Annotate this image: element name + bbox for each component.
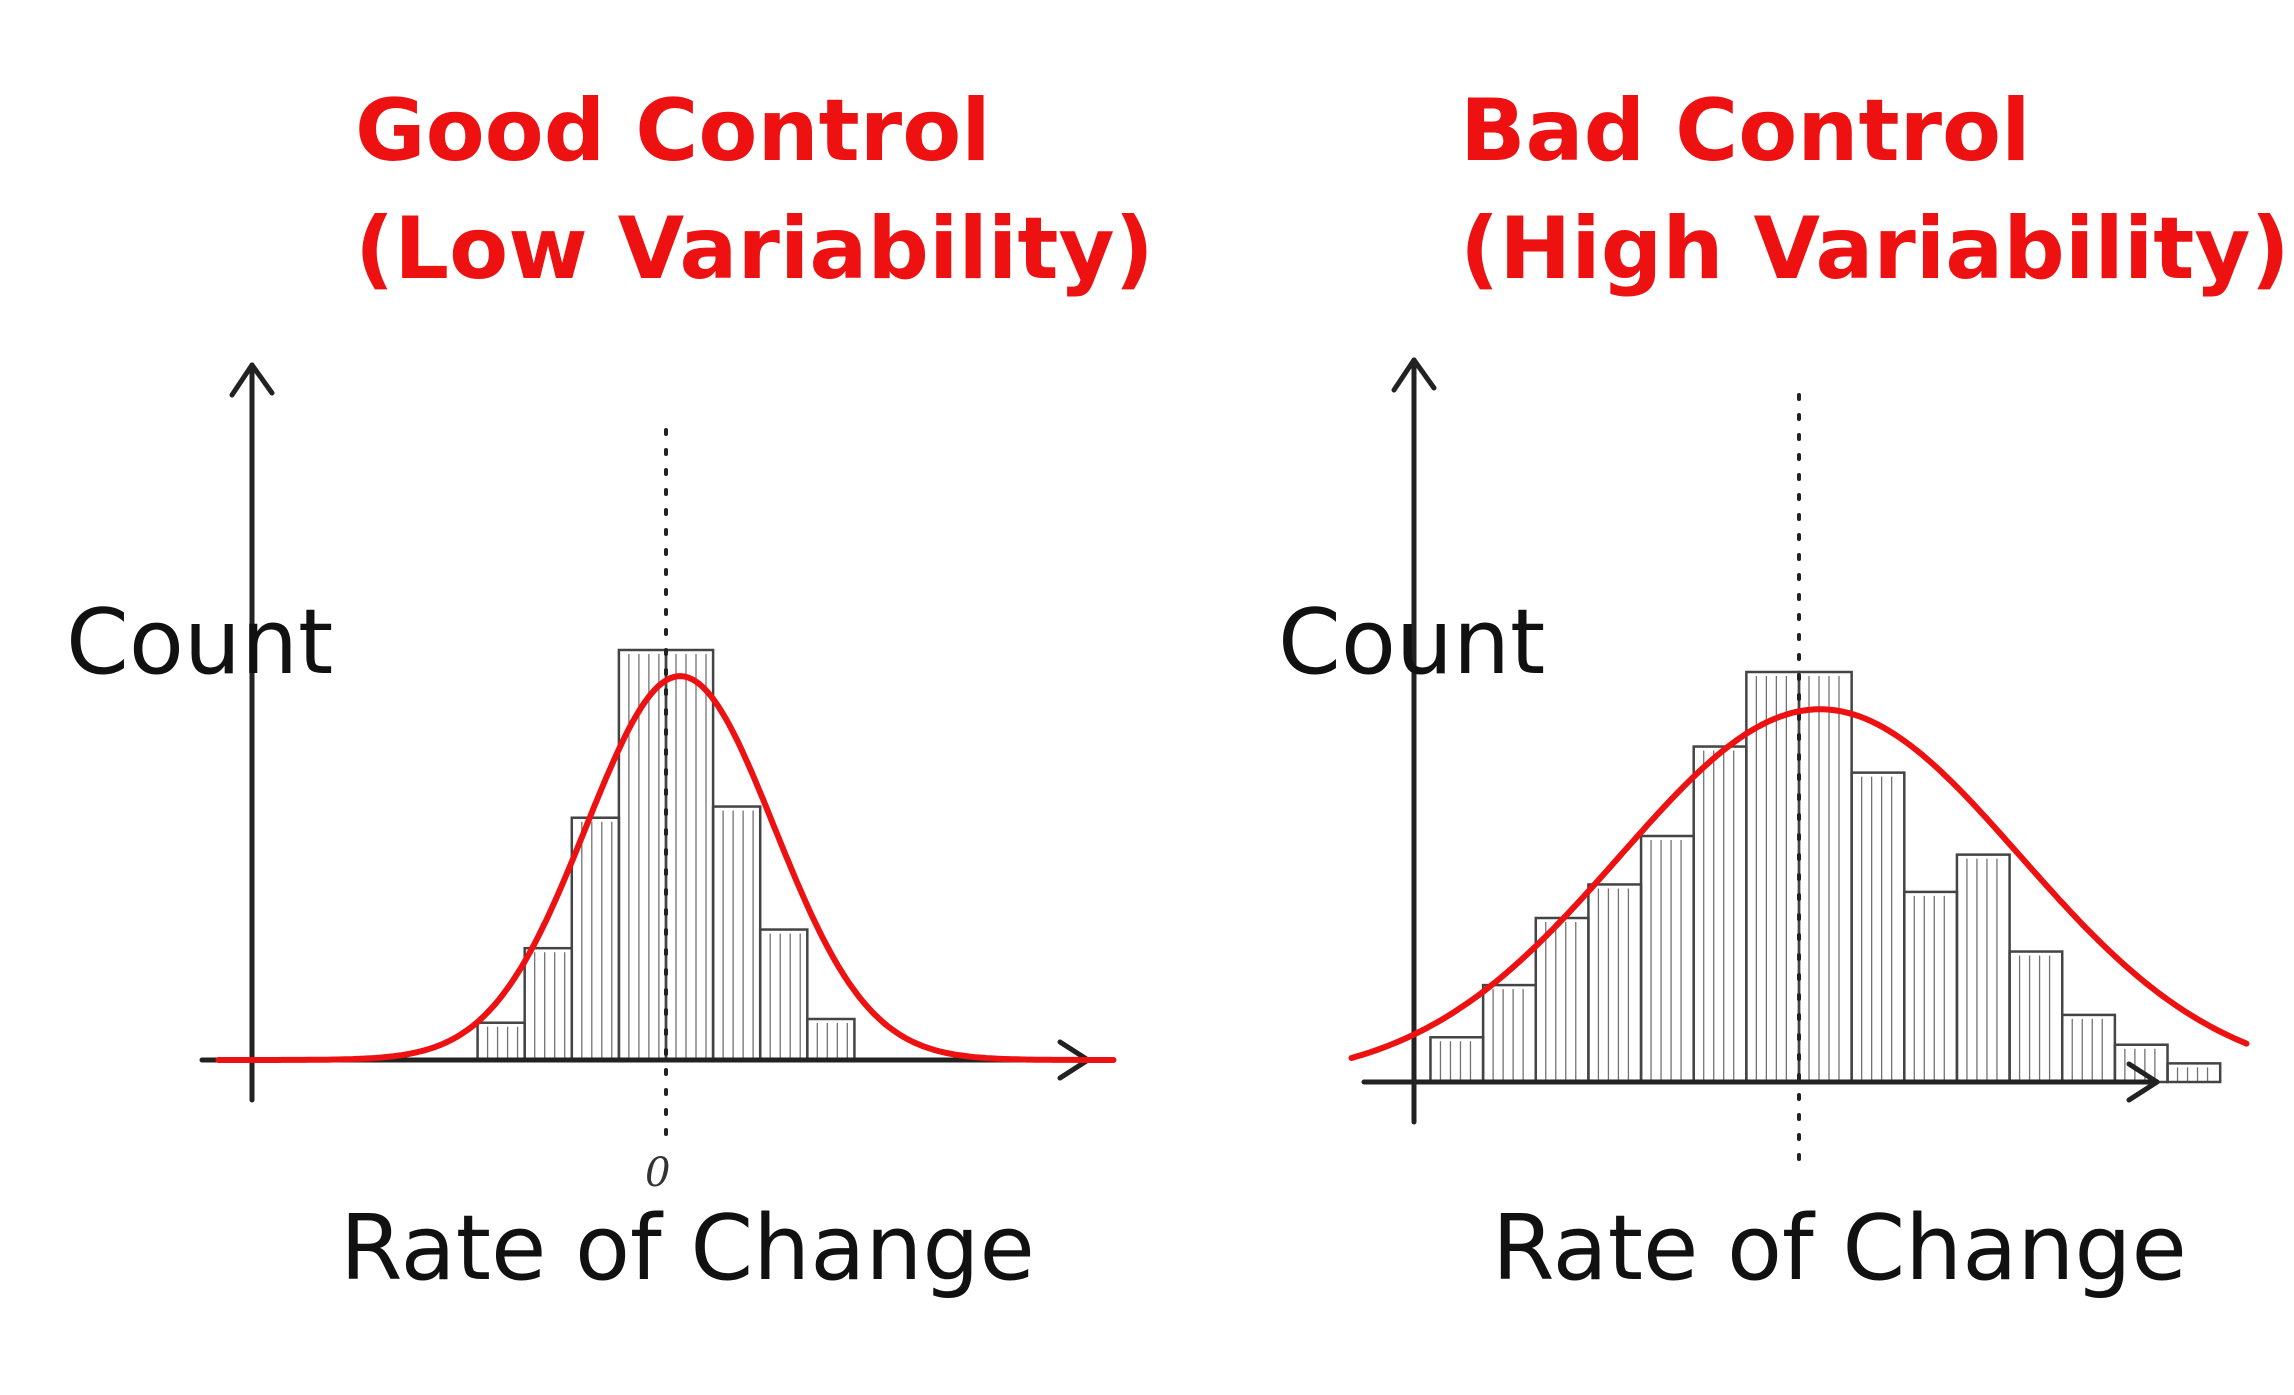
title-line-1: Bad Control — [1460, 81, 2031, 181]
plot-good-control — [199, 362, 1117, 1152]
histogram-bar — [2166, 1062, 2222, 1084]
histogram-bar — [570, 816, 621, 1062]
histogram-bar — [1797, 670, 1853, 1084]
histogram-bar — [806, 1017, 856, 1062]
histogram-bar — [1850, 771, 1906, 1084]
normal-curve — [215, 673, 1117, 1063]
histogram-bar — [1692, 745, 1748, 1084]
x-axis-arrowhead — [2126, 1061, 2160, 1103]
histogram-bar — [1429, 1036, 1485, 1084]
chart-title: Good Control (Low Variability) — [355, 72, 1154, 308]
histogram-bar — [1587, 883, 1643, 1084]
x-axis-label: Rate of Change — [340, 1196, 1035, 1301]
title-line-2: (High Variability) — [1460, 199, 2290, 299]
histogram-bar — [1639, 834, 1695, 1084]
y-axis-label: Count — [66, 590, 334, 695]
histogram-bar — [476, 1021, 526, 1062]
chart-good-control: Good Control (Low Variability) Count 0 R… — [66, 81, 1154, 1301]
x-axis-label: Rate of Change — [1492, 1196, 2187, 1301]
y-axis-label: Count — [1278, 590, 1546, 695]
title-line-2: (Low Variability) — [355, 199, 1154, 299]
normal-curve — [1348, 706, 2250, 1061]
histogram-bar — [523, 946, 574, 1062]
histogram-bar — [1745, 670, 1801, 1084]
chart-title: Bad Control (High Variability) — [1460, 72, 2290, 308]
histogram-bar — [2113, 1043, 2169, 1084]
histogram-bar — [1955, 853, 2011, 1084]
histogram-bar — [1481, 983, 1538, 1084]
x-tick-label-zero: 0 — [645, 1150, 671, 1196]
histogram-bar — [2060, 1013, 2117, 1084]
chart-bad-control: Bad Control (High Variability) Count Rat… — [1147, 0, 2294, 1395]
histogram-bar — [758, 928, 809, 1062]
title-line-1: Good Control — [355, 81, 991, 181]
plot-bad-control — [1348, 357, 2250, 1174]
y-axis-arrowhead — [1391, 357, 1437, 393]
histogram-bar — [664, 648, 715, 1062]
histogram-bar — [711, 805, 762, 1062]
histogram-bar — [2008, 950, 2064, 1084]
histogram-bar — [617, 648, 668, 1062]
y-axis-arrowhead — [229, 362, 275, 398]
histogram-bar — [1903, 890, 1959, 1084]
